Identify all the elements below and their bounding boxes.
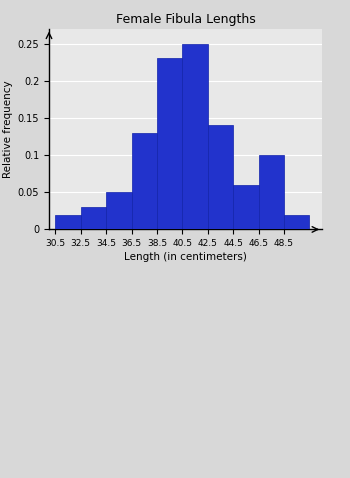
- Bar: [132, 133, 157, 229]
- Bar: [233, 185, 259, 229]
- Bar: [259, 155, 284, 229]
- Bar: [182, 43, 208, 229]
- Bar: [157, 58, 182, 229]
- Bar: [208, 125, 233, 229]
- Title: Female Fibula Lengths: Female Fibula Lengths: [116, 13, 256, 26]
- X-axis label: Length (in centimeters): Length (in centimeters): [124, 252, 247, 262]
- Bar: [81, 207, 106, 229]
- Bar: [55, 215, 81, 229]
- Bar: [106, 192, 132, 229]
- Y-axis label: Relative frequency: Relative frequency: [4, 80, 14, 178]
- Bar: [284, 215, 309, 229]
